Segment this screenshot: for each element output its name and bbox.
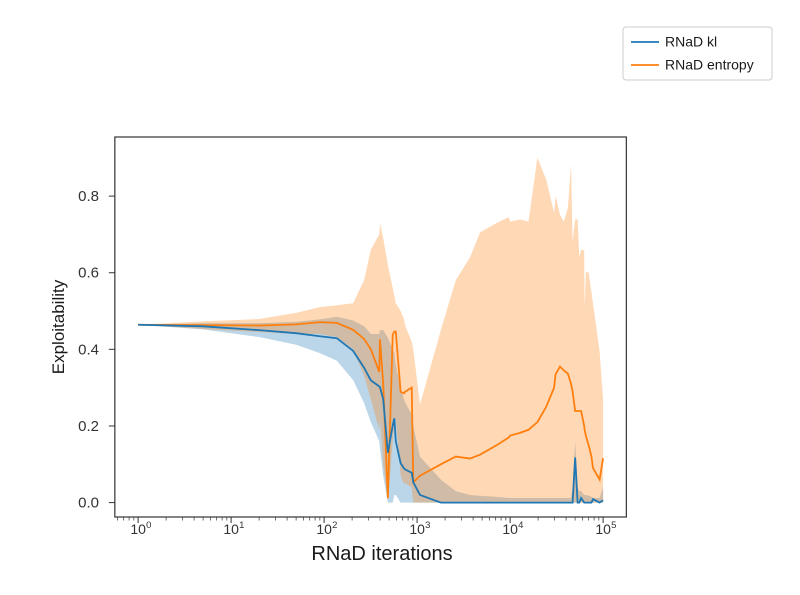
svg-text:0.8: 0.8 [78, 188, 99, 205]
svg-text:5: 5 [611, 520, 616, 531]
svg-text:10: 10 [595, 521, 611, 537]
svg-text:10: 10 [130, 521, 146, 537]
svg-text:10: 10 [502, 521, 518, 537]
svg-text:4: 4 [518, 520, 523, 531]
svg-text:0.0: 0.0 [78, 495, 99, 512]
svg-text:3: 3 [425, 520, 430, 531]
svg-text:Exploitability: Exploitability [49, 279, 68, 374]
svg-text:0.2: 0.2 [78, 418, 99, 435]
svg-text:10: 10 [409, 521, 425, 537]
svg-text:10: 10 [316, 521, 332, 537]
svg-text:0.6: 0.6 [78, 265, 99, 282]
svg-text:10: 10 [223, 521, 239, 537]
svg-text:RNaD kl: RNaD kl [665, 34, 717, 50]
svg-text:0.4: 0.4 [78, 341, 99, 358]
svg-text:RNaD iterations: RNaD iterations [311, 543, 452, 565]
svg-text:RNaD entropy: RNaD entropy [665, 57, 754, 73]
svg-text:1: 1 [239, 520, 244, 531]
svg-text:2: 2 [332, 520, 337, 531]
svg-text:0: 0 [146, 520, 151, 531]
